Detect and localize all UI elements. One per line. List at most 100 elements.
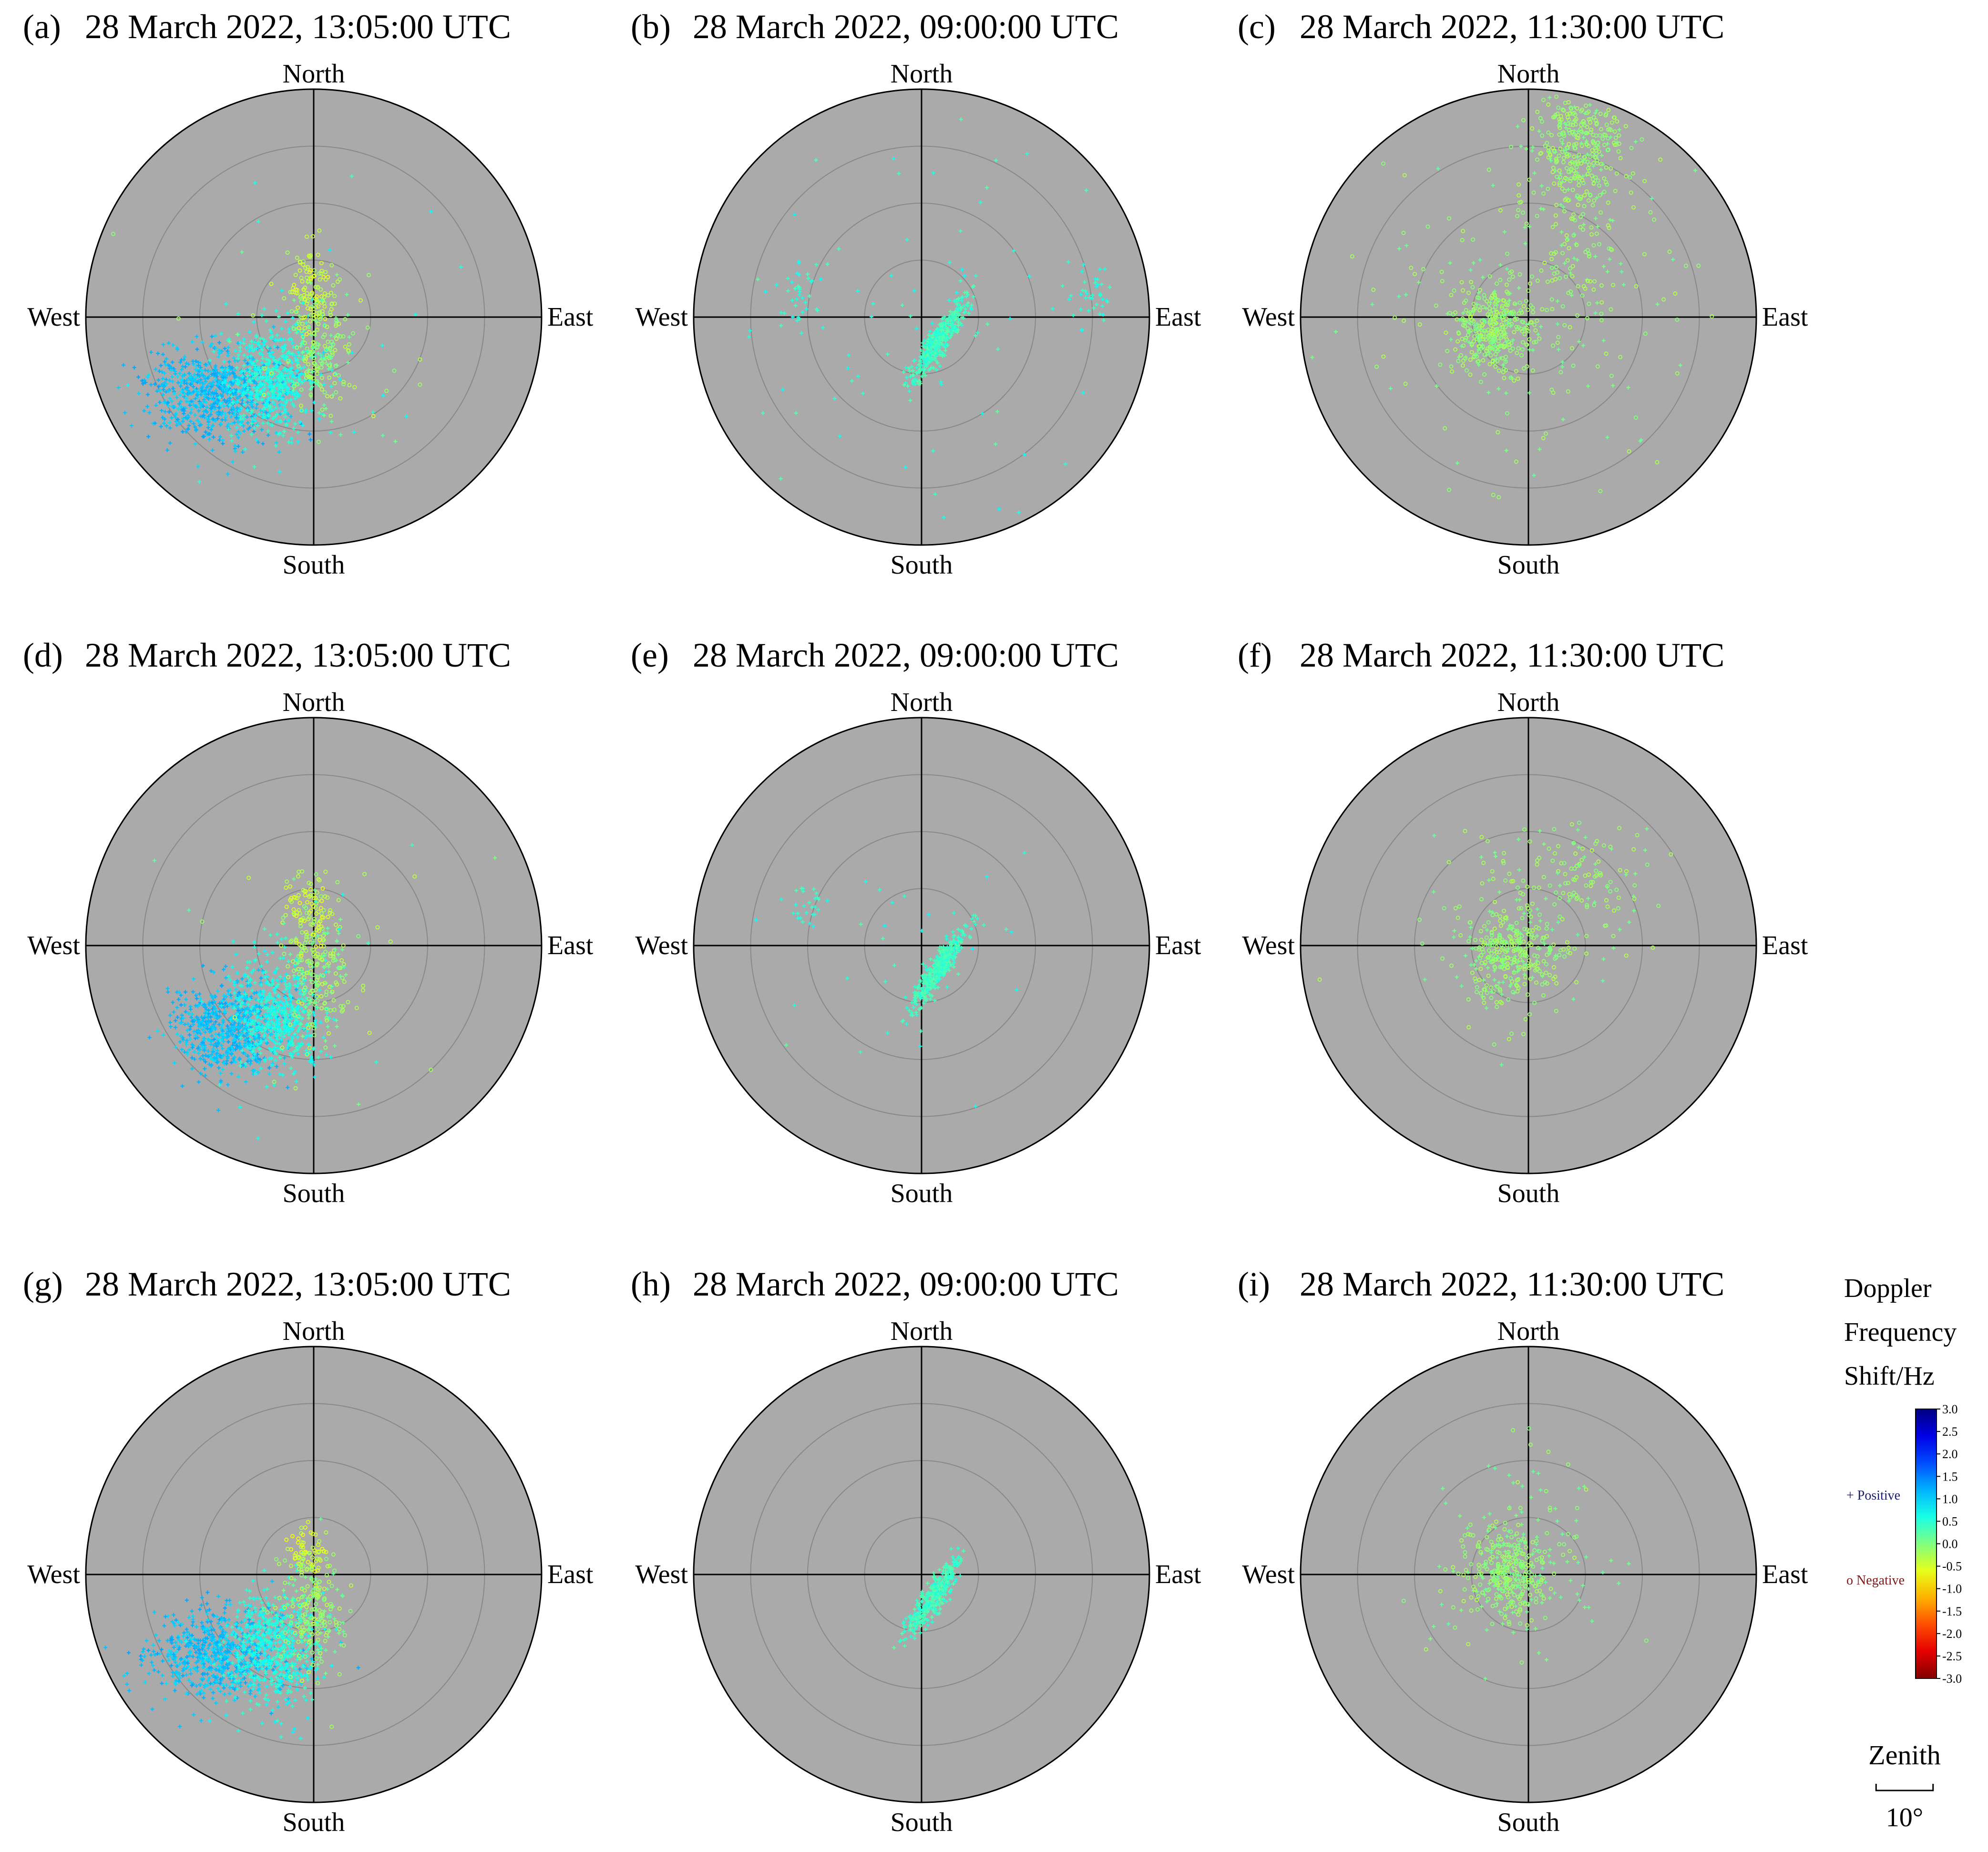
doppler-point-positive — [262, 307, 266, 311]
doppler-point-positive — [304, 410, 308, 414]
doppler-point-positive — [205, 405, 209, 410]
doppler-point-negative — [286, 359, 291, 363]
doppler-point-positive — [266, 366, 270, 370]
doppler-point-positive — [216, 410, 221, 414]
doppler-point-positive — [249, 432, 254, 437]
doppler-point-positive — [191, 390, 195, 394]
doppler-point-positive — [200, 372, 204, 376]
doppler-point-positive — [283, 408, 287, 412]
doppler-point-positive — [260, 356, 265, 360]
doppler-point-positive — [300, 381, 304, 385]
doppler-point-positive — [257, 412, 261, 416]
direction-label-north: North — [283, 688, 345, 717]
doppler-point-positive — [287, 330, 291, 334]
doppler-point-positive — [293, 396, 297, 401]
doppler-point-positive — [251, 357, 255, 361]
doppler-point-positive — [202, 410, 206, 414]
doppler-point-positive — [302, 378, 307, 382]
doppler-point-positive — [171, 386, 175, 391]
doppler-point-positive — [132, 365, 136, 370]
doppler-point-positive — [189, 407, 194, 411]
direction-label-west: West — [635, 931, 688, 960]
direction-label-east: East — [1155, 302, 1201, 332]
doppler-point-negative — [334, 322, 338, 327]
doppler-point-positive — [287, 379, 291, 383]
doppler-point-positive — [289, 370, 293, 374]
doppler-point-positive — [258, 371, 263, 375]
doppler-point-positive — [153, 382, 157, 386]
doppler-point-positive — [166, 403, 170, 408]
doppler-point-positive — [290, 366, 294, 370]
doppler-point-positive — [290, 402, 295, 406]
doppler-point-positive — [215, 416, 220, 421]
doppler-point-positive — [277, 432, 282, 436]
doppler-point-positive — [302, 365, 307, 370]
doppler-point-positive — [147, 411, 152, 415]
doppler-point-positive — [226, 427, 231, 432]
doppler-point-positive — [236, 341, 240, 345]
doppler-point-positive — [224, 302, 228, 306]
doppler-point-positive — [319, 353, 323, 358]
doppler-point-positive — [253, 364, 257, 368]
doppler-point-positive — [179, 389, 184, 393]
doppler-point-positive — [267, 361, 271, 366]
doppler-point-positive — [203, 362, 207, 367]
doppler-point-positive — [307, 325, 311, 329]
doppler-point-positive — [163, 360, 167, 364]
doppler-point-positive — [308, 381, 313, 385]
doppler-point-positive — [316, 351, 320, 356]
doppler-point-positive — [309, 409, 314, 413]
doppler-point-positive — [174, 423, 179, 427]
doppler-point-positive — [278, 337, 283, 341]
doppler-point-positive — [290, 351, 294, 356]
doppler-point-positive — [235, 432, 239, 436]
doppler-point-positive — [217, 386, 222, 390]
doppler-point-positive — [281, 369, 286, 373]
doppler-point-positive — [250, 347, 255, 351]
doppler-point-negative — [352, 385, 357, 390]
doppler-point-positive — [245, 346, 249, 350]
doppler-point-positive — [281, 398, 285, 402]
doppler-point-positive — [242, 378, 246, 382]
doppler-point-positive — [213, 401, 217, 405]
doppler-point-positive — [208, 344, 213, 348]
doppler-point-positive — [214, 367, 218, 371]
doppler-point-negative — [331, 342, 336, 347]
doppler-point-positive — [238, 345, 243, 350]
doppler-point-positive — [233, 375, 237, 379]
doppler-point-positive — [236, 409, 241, 413]
doppler-point-positive — [220, 381, 225, 385]
doppler-point-positive — [260, 428, 264, 432]
doppler-point-positive — [219, 331, 223, 336]
doppler-point-positive — [331, 393, 335, 397]
doppler-point-positive — [228, 403, 232, 407]
doppler-point-positive — [169, 365, 174, 370]
doppler-point-positive — [174, 395, 179, 400]
doppler-point-positive — [159, 363, 163, 368]
doppler-point-positive — [209, 406, 214, 411]
doppler-point-positive — [230, 439, 234, 443]
doppler-point-positive — [252, 320, 256, 324]
doppler-point-positive — [287, 350, 291, 354]
doppler-point-positive — [176, 417, 180, 422]
doppler-point-positive — [251, 376, 255, 381]
doppler-point-positive — [195, 393, 199, 397]
doppler-point-positive — [255, 437, 259, 442]
doppler-point-positive — [233, 368, 237, 372]
doppler-point-negative — [343, 317, 348, 321]
doppler-point-positive — [247, 330, 252, 334]
doppler-point-positive — [258, 336, 263, 340]
doppler-point-positive — [161, 392, 165, 397]
doppler-point-positive — [247, 395, 251, 400]
doppler-point-positive — [215, 400, 219, 404]
doppler-point-negative — [334, 390, 338, 395]
doppler-point-positive — [217, 340, 222, 345]
doppler-point-positive — [272, 325, 276, 329]
doppler-point-positive — [273, 338, 277, 342]
doppler-point-positive — [274, 420, 278, 424]
doppler-point-positive — [242, 363, 246, 368]
doppler-point-negative — [316, 440, 321, 444]
doppler-point-negative — [326, 293, 330, 298]
doppler-point-positive — [163, 371, 167, 375]
doppler-point-positive — [226, 368, 230, 372]
